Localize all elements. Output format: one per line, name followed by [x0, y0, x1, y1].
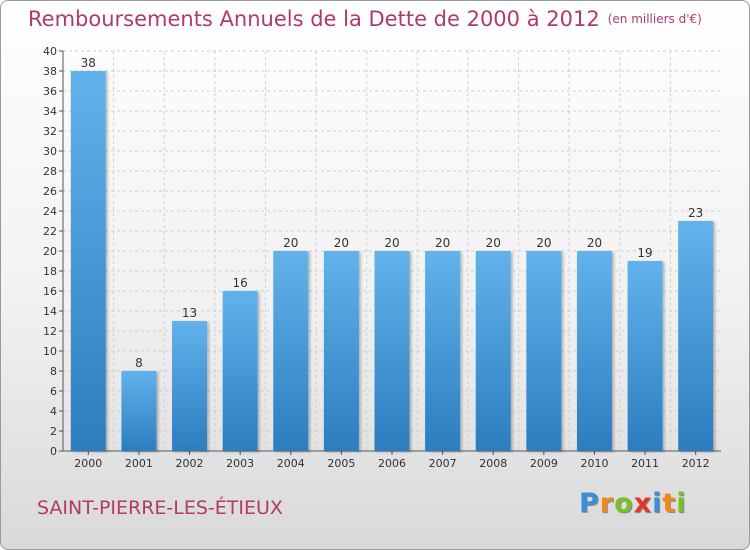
- y-tick-label: 36: [43, 85, 57, 98]
- y-tick-label: 32: [43, 125, 57, 138]
- data-label: 13: [182, 306, 197, 320]
- y-tick-label: 8: [50, 365, 57, 378]
- y-tick-label: 24: [43, 205, 57, 218]
- x-tick-label: 2005: [327, 457, 355, 470]
- data-label: 20: [435, 236, 450, 250]
- bar: [273, 251, 309, 451]
- data-label: 23: [688, 206, 703, 220]
- y-tick-label: 40: [43, 45, 57, 58]
- x-tick-label: 2002: [176, 457, 204, 470]
- logo-letter: r: [599, 488, 615, 519]
- title-unit: (en milliers d'€): [607, 12, 702, 26]
- bar: [475, 251, 511, 451]
- bar: [425, 251, 461, 451]
- data-label: 19: [637, 246, 652, 260]
- x-tick-label: 2007: [429, 457, 457, 470]
- x-tick-label: 2011: [631, 457, 659, 470]
- data-label: 8: [135, 356, 143, 370]
- bar: [172, 321, 208, 451]
- x-tick-label: 2006: [378, 457, 406, 470]
- y-tick-label: 6: [50, 385, 57, 398]
- x-tick-label: 2009: [530, 457, 558, 470]
- data-labels: 38 8 13 16 20 20 20 20 20 20 20 19 23: [81, 56, 704, 370]
- data-label: 20: [384, 236, 399, 250]
- bar: [222, 291, 258, 451]
- y-tick-label: 10: [43, 345, 57, 358]
- y-tick-label: 12: [43, 325, 57, 338]
- bar: [70, 71, 106, 451]
- bars: [70, 71, 714, 451]
- bar: [374, 251, 410, 451]
- data-label: 20: [283, 236, 298, 250]
- y-tick-label: 28: [43, 165, 57, 178]
- bar: [121, 371, 157, 451]
- y-tick-label: 0: [50, 445, 57, 458]
- data-label: 20: [587, 236, 602, 250]
- y-tick-label: 38: [43, 65, 57, 78]
- y-tick-label: 2: [50, 425, 57, 438]
- y-tick-label: 26: [43, 185, 57, 198]
- logo-letter: t: [662, 488, 677, 519]
- bar: [576, 251, 612, 451]
- proxiti-logo[interactable]: Proxiti: [579, 488, 687, 519]
- x-tick-label: 2000: [74, 457, 102, 470]
- logo-letter: i: [676, 488, 687, 519]
- y-tick-label: 34: [43, 105, 57, 118]
- bar: [678, 221, 714, 451]
- bar: [526, 251, 562, 451]
- data-label: 16: [233, 276, 248, 290]
- y-tick-label: 14: [43, 305, 57, 318]
- x-tick-label: 2012: [682, 457, 710, 470]
- data-label: 38: [81, 56, 96, 70]
- x-tick-label: 2004: [277, 457, 305, 470]
- logo-letter: P: [579, 488, 600, 519]
- data-label: 20: [334, 236, 349, 250]
- town-name: SAINT-PIERRE-LES-ÉTIEUX: [37, 497, 283, 519]
- logo-letter: x: [633, 488, 653, 519]
- bar: [323, 251, 359, 451]
- chart-title: Remboursements Annuels de la Dette de 20…: [28, 7, 702, 31]
- y-tick-label: 4: [50, 405, 57, 418]
- logo-letter: i: [652, 488, 663, 519]
- title-text: Remboursements Annuels de la Dette de 20…: [28, 7, 600, 31]
- y-tick-label: 16: [43, 285, 57, 298]
- data-label: 20: [486, 236, 501, 250]
- logo-letter: o: [614, 488, 634, 519]
- y-tick-label: 20: [43, 245, 57, 258]
- x-tick-label: 2001: [125, 457, 153, 470]
- x-tick-label: 2008: [479, 457, 507, 470]
- x-tick-label: 2003: [226, 457, 254, 470]
- x-tick-label: 2010: [580, 457, 608, 470]
- data-label: 20: [536, 236, 551, 250]
- y-tick-label: 18: [43, 265, 57, 278]
- y-tick-label: 30: [43, 145, 57, 158]
- bar: [627, 261, 663, 451]
- y-tick-label: 22: [43, 225, 57, 238]
